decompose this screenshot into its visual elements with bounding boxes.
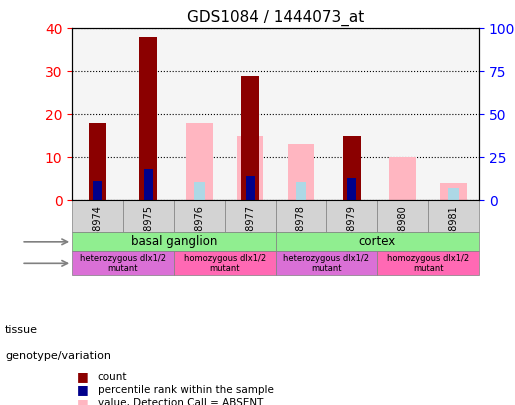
Text: cortex: cortex <box>358 235 396 248</box>
Text: tissue: tissue <box>5 325 38 335</box>
Bar <box>194 182 204 200</box>
Text: GSM38981: GSM38981 <box>449 205 458 258</box>
Bar <box>287 144 314 200</box>
Bar <box>72 232 276 251</box>
Text: heterozygous dlx1/2
mutant: heterozygous dlx1/2 mutant <box>80 254 166 273</box>
FancyBboxPatch shape <box>123 200 174 232</box>
FancyBboxPatch shape <box>377 200 428 232</box>
Text: genotype/variation: genotype/variation <box>5 352 111 361</box>
Bar <box>276 232 479 251</box>
Text: ■: ■ <box>77 370 89 383</box>
Text: ■: ■ <box>77 384 89 396</box>
FancyBboxPatch shape <box>428 200 479 232</box>
Bar <box>448 188 459 200</box>
Text: percentile rank within the sample: percentile rank within the sample <box>98 385 274 395</box>
Bar <box>389 157 416 200</box>
Text: GSM38979: GSM38979 <box>347 205 357 258</box>
Text: homozygous dlx1/2
mutant: homozygous dlx1/2 mutant <box>387 254 469 273</box>
FancyBboxPatch shape <box>276 200 327 232</box>
Text: homozygous dlx1/2
mutant: homozygous dlx1/2 mutant <box>184 254 266 273</box>
Text: count: count <box>98 372 127 382</box>
Bar <box>276 251 377 275</box>
Bar <box>241 76 259 200</box>
Bar <box>237 136 264 200</box>
Text: basal ganglion: basal ganglion <box>131 235 217 248</box>
Bar <box>186 123 213 200</box>
Text: GSM38975: GSM38975 <box>143 205 153 258</box>
Text: GSM38978: GSM38978 <box>296 205 306 258</box>
FancyBboxPatch shape <box>72 200 123 232</box>
Bar <box>72 251 174 275</box>
Text: GSM38974: GSM38974 <box>93 205 102 258</box>
Bar <box>343 136 360 200</box>
FancyBboxPatch shape <box>327 200 377 232</box>
Text: GSM38980: GSM38980 <box>398 205 408 258</box>
Bar <box>246 176 254 200</box>
Bar <box>89 123 107 200</box>
Bar <box>440 183 467 200</box>
Bar <box>347 178 356 200</box>
Bar <box>296 182 306 200</box>
Text: ■: ■ <box>77 397 89 405</box>
FancyBboxPatch shape <box>174 200 225 232</box>
Bar <box>377 251 479 275</box>
Bar <box>174 251 276 275</box>
Text: GSM38977: GSM38977 <box>245 205 255 258</box>
Bar <box>140 37 157 200</box>
FancyBboxPatch shape <box>225 200 276 232</box>
Text: GSM38976: GSM38976 <box>194 205 204 258</box>
Text: value, Detection Call = ABSENT: value, Detection Call = ABSENT <box>98 399 263 405</box>
Bar <box>93 181 102 200</box>
Bar <box>144 169 153 200</box>
Title: GDS1084 / 1444073_at: GDS1084 / 1444073_at <box>187 9 364 26</box>
Text: heterozygous dlx1/2
mutant: heterozygous dlx1/2 mutant <box>283 254 369 273</box>
